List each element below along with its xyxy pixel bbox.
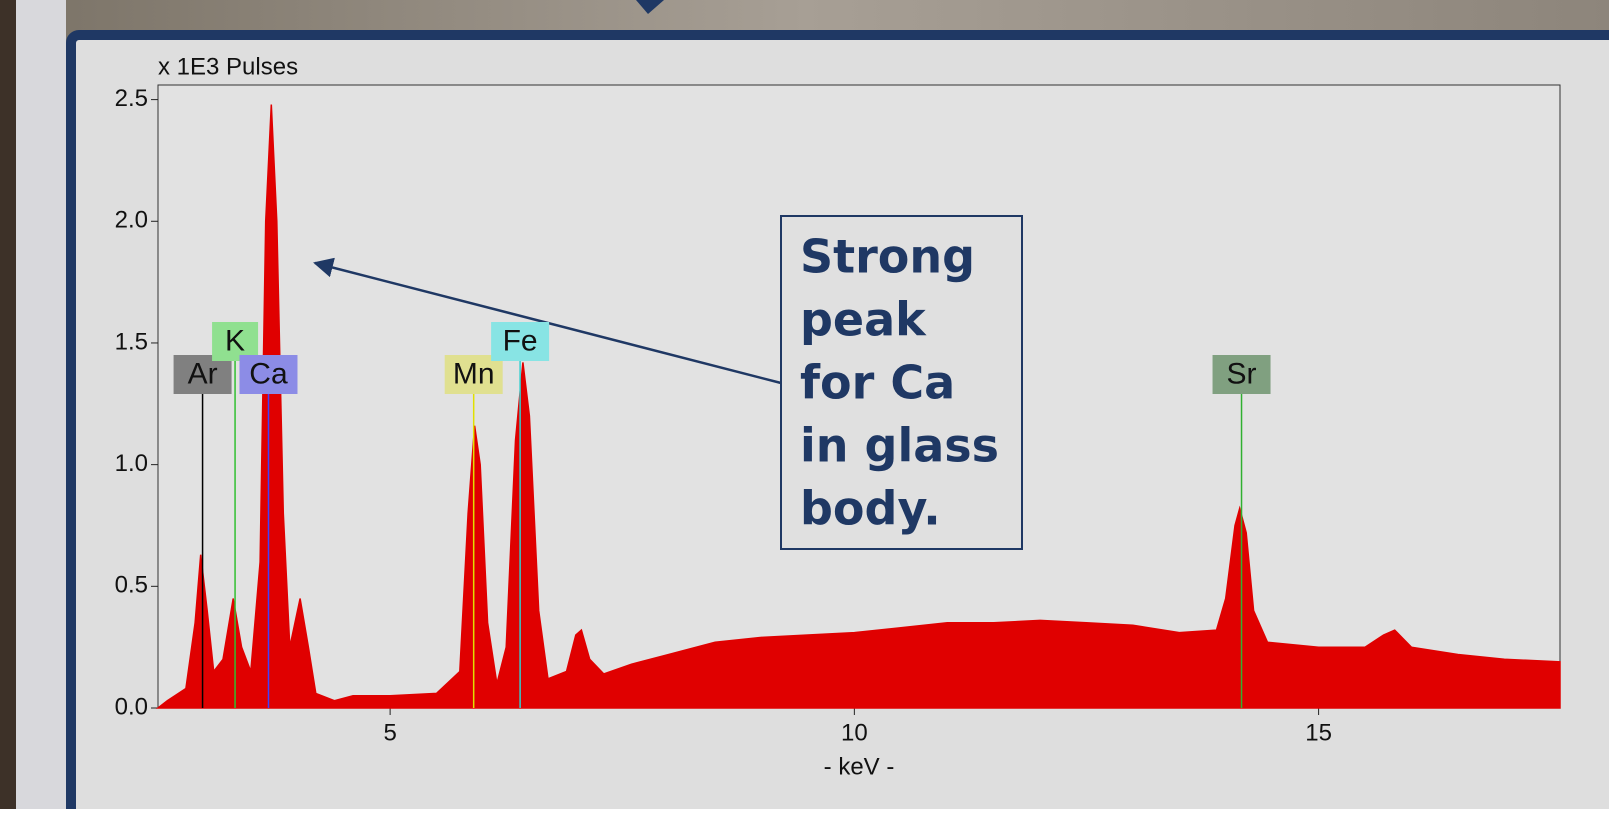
annotation-line: Strong bbox=[800, 230, 975, 284]
y-tick-label: 1.0 bbox=[115, 450, 148, 477]
page: x 1E3 Pulses - keV - Strong peak for Ca in … bbox=[0, 0, 1609, 814]
element-label: Ca bbox=[249, 357, 288, 390]
annotation-line: for Ca bbox=[800, 356, 955, 410]
annotation-line: in glass bbox=[800, 419, 999, 473]
x-axis-label: - keV - bbox=[824, 753, 895, 780]
annotation-line: body. bbox=[800, 482, 941, 536]
annotation-line: peak bbox=[800, 293, 927, 347]
y-tick-label: 2.0 bbox=[115, 207, 148, 234]
y-tick-label: 0.5 bbox=[115, 572, 148, 599]
slide-margin bbox=[16, 0, 66, 809]
x-tick-label: 5 bbox=[383, 719, 396, 746]
element-label: Mn bbox=[453, 357, 495, 390]
y-tick-label: 2.5 bbox=[115, 85, 148, 112]
element-label: Sr bbox=[1227, 357, 1257, 390]
element-label: Fe bbox=[503, 324, 538, 357]
x-tick-label: 10 bbox=[841, 719, 868, 746]
element-label: Ar bbox=[188, 357, 218, 390]
y-tick-label: 0.0 bbox=[115, 693, 148, 720]
slide: x 1E3 Pulses - keV - Strong peak for Ca in … bbox=[0, 0, 1609, 809]
element-label: K bbox=[225, 324, 245, 357]
x-tick-label: 15 bbox=[1305, 719, 1332, 746]
y-tick-label: 1.5 bbox=[115, 328, 148, 355]
y-axis-label: x 1E3 Pulses bbox=[158, 53, 298, 80]
left-strip bbox=[0, 0, 16, 809]
